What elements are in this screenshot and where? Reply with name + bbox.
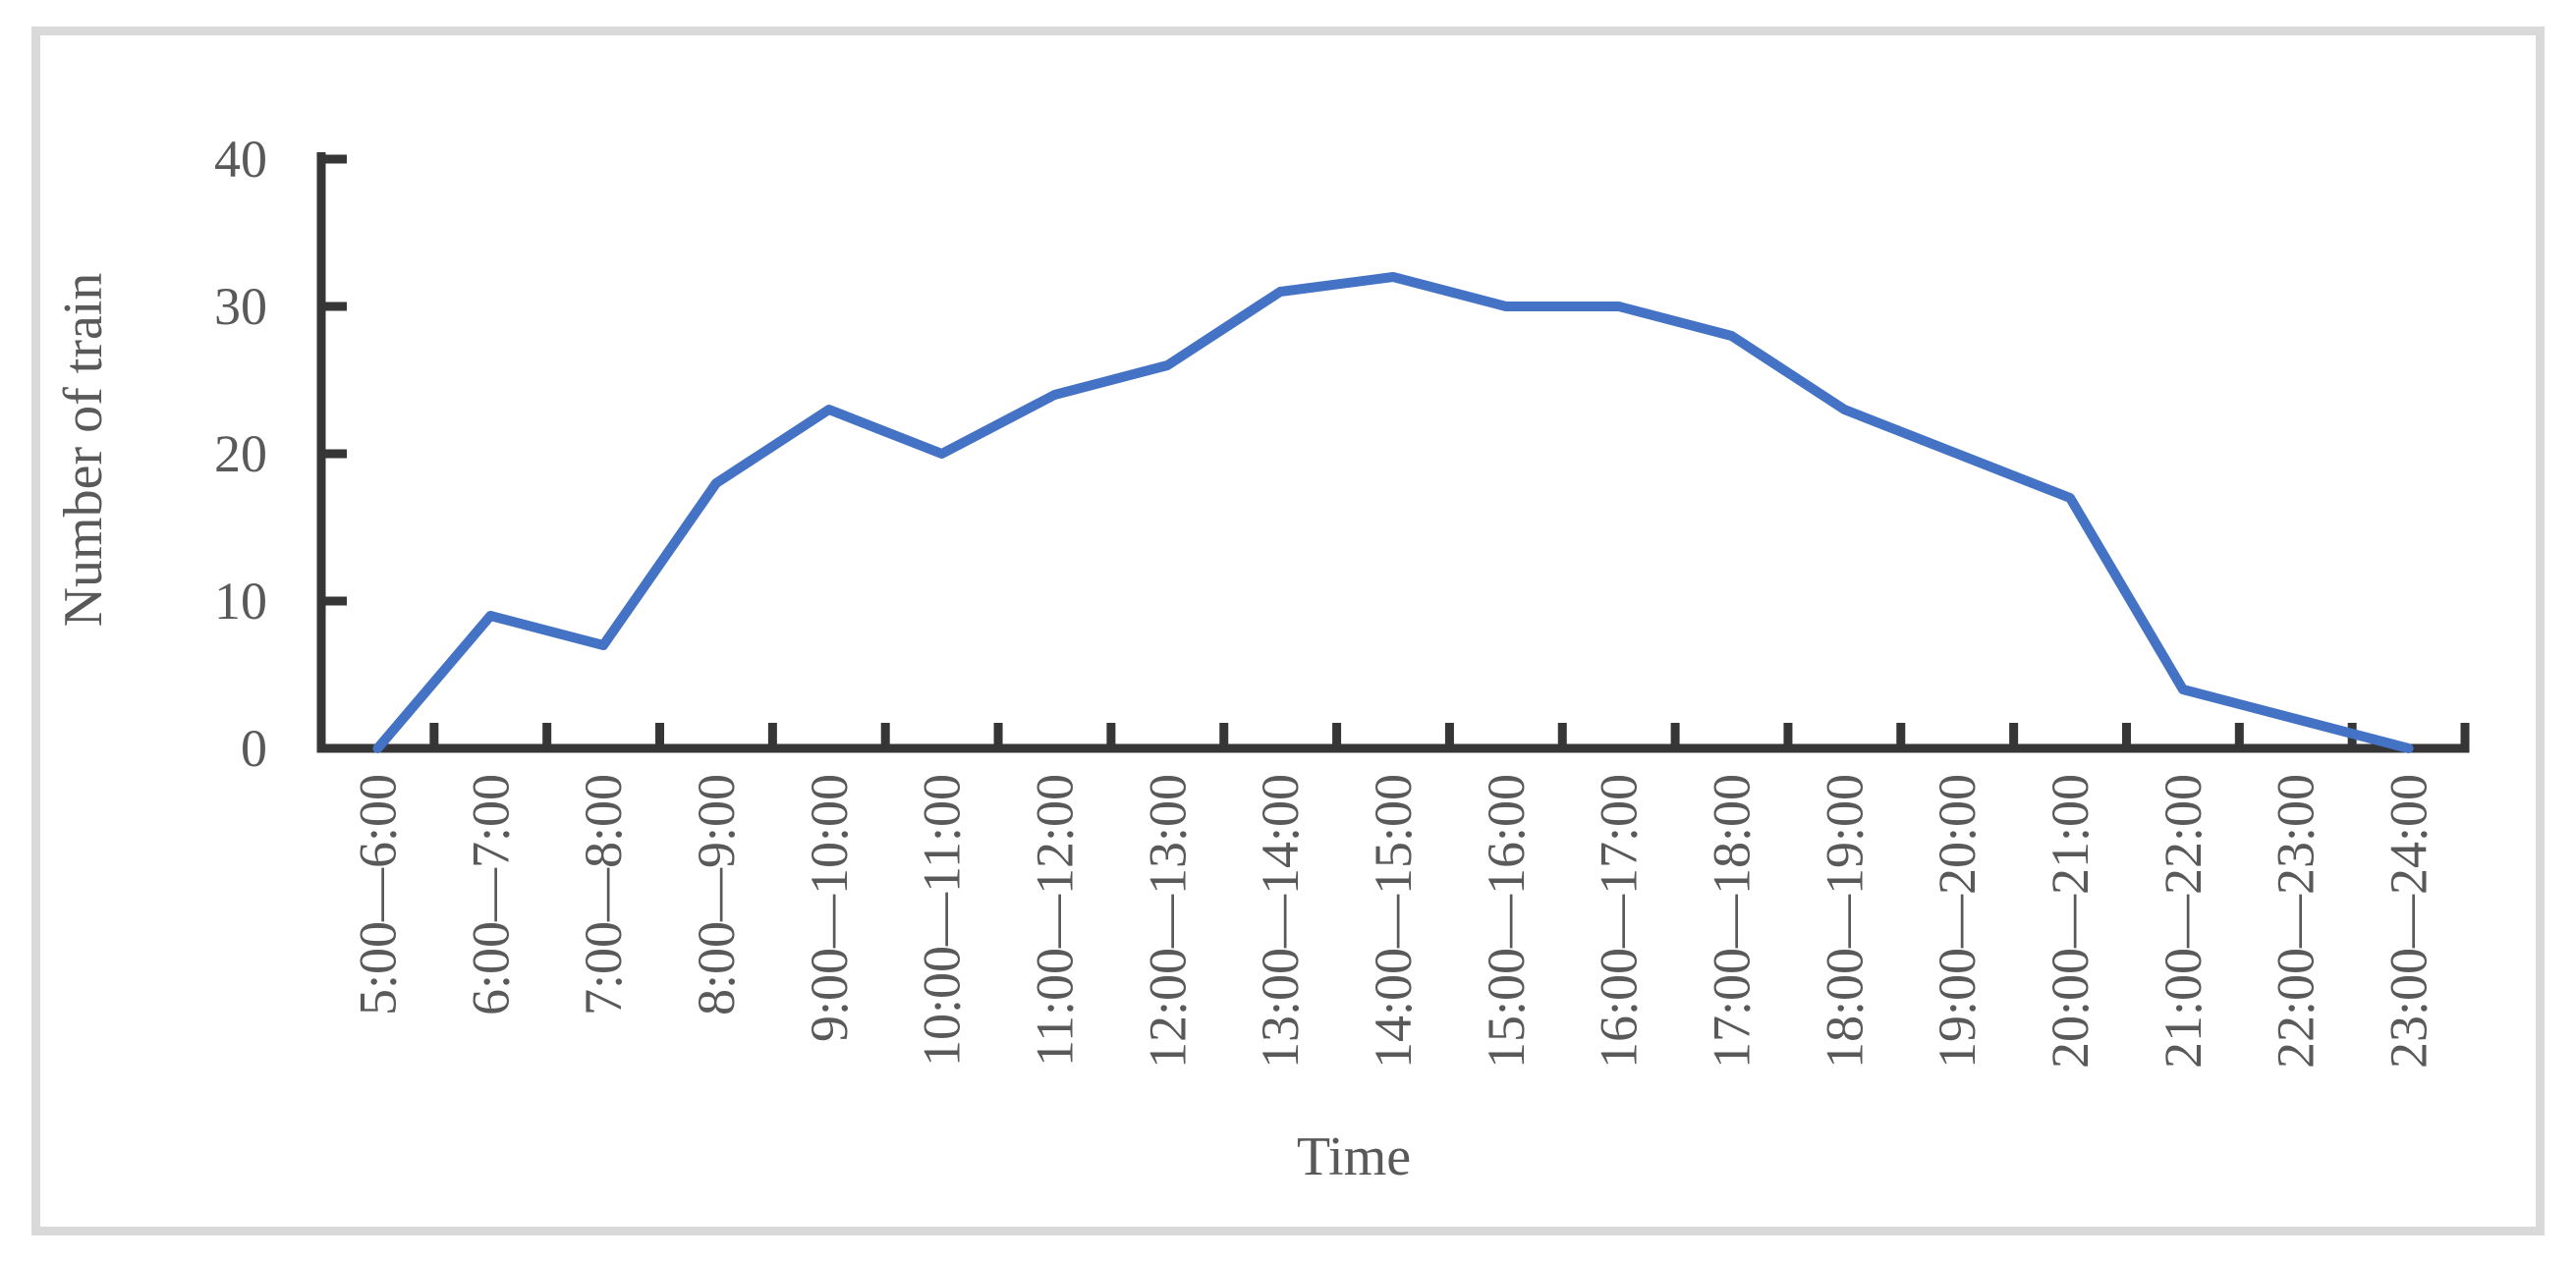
x-tick-label: 20:00—21:00 bbox=[2041, 774, 2100, 1069]
x-tick-label: 7:00—8:00 bbox=[574, 774, 633, 1015]
x-tick-label: 13:00—14:00 bbox=[1251, 774, 1310, 1069]
y-tick-label: 0 bbox=[241, 719, 267, 778]
x-tick-label: 19:00—20:00 bbox=[1928, 774, 1987, 1069]
x-tick-label: 14:00—15:00 bbox=[1364, 774, 1423, 1069]
x-tick-label: 9:00—10:00 bbox=[800, 774, 859, 1042]
series-line bbox=[372, 272, 2414, 753]
y-axis-title: Number of train bbox=[53, 273, 114, 628]
x-tick-label: 11:00—12:00 bbox=[1025, 774, 1084, 1067]
x-tick-label: 16:00—17:00 bbox=[1590, 774, 1649, 1069]
x-tick-labels: 5:00—6:00 6:00—7:00 7:00—8:00 8:00—9:00 9:00… bbox=[348, 774, 2437, 1069]
x-tick-label: 5:00—6:00 bbox=[348, 774, 407, 1015]
x-axis-title: Time bbox=[1297, 1126, 1411, 1187]
x-tick-label: 8:00—9:00 bbox=[687, 774, 746, 1015]
x-tick-label: 18:00—19:00 bbox=[1815, 774, 1874, 1069]
y-tick-labels: 0 10 20 30 40 bbox=[214, 130, 267, 778]
x-tick-label: 17:00—18:00 bbox=[1703, 774, 1762, 1069]
x-tick-label: 12:00—13:00 bbox=[1138, 774, 1197, 1069]
axes-group bbox=[316, 152, 2470, 753]
y-tick-label: 30 bbox=[214, 277, 267, 336]
x-tick-label: 22:00—23:00 bbox=[2267, 774, 2325, 1069]
chart-border bbox=[31, 27, 2545, 1235]
y-tick-label: 10 bbox=[214, 572, 267, 631]
x-tick-label: 23:00—24:00 bbox=[2380, 774, 2438, 1069]
y-tick-label: 20 bbox=[214, 424, 267, 483]
x-tick-label: 21:00—22:00 bbox=[2154, 774, 2212, 1069]
x-tick-label: 10:00—11:00 bbox=[913, 774, 972, 1067]
x-tick-label: 15:00—16:00 bbox=[1477, 774, 1536, 1069]
x-tick-label: 6:00—7:00 bbox=[461, 774, 520, 1015]
y-tick-label: 40 bbox=[214, 130, 267, 189]
